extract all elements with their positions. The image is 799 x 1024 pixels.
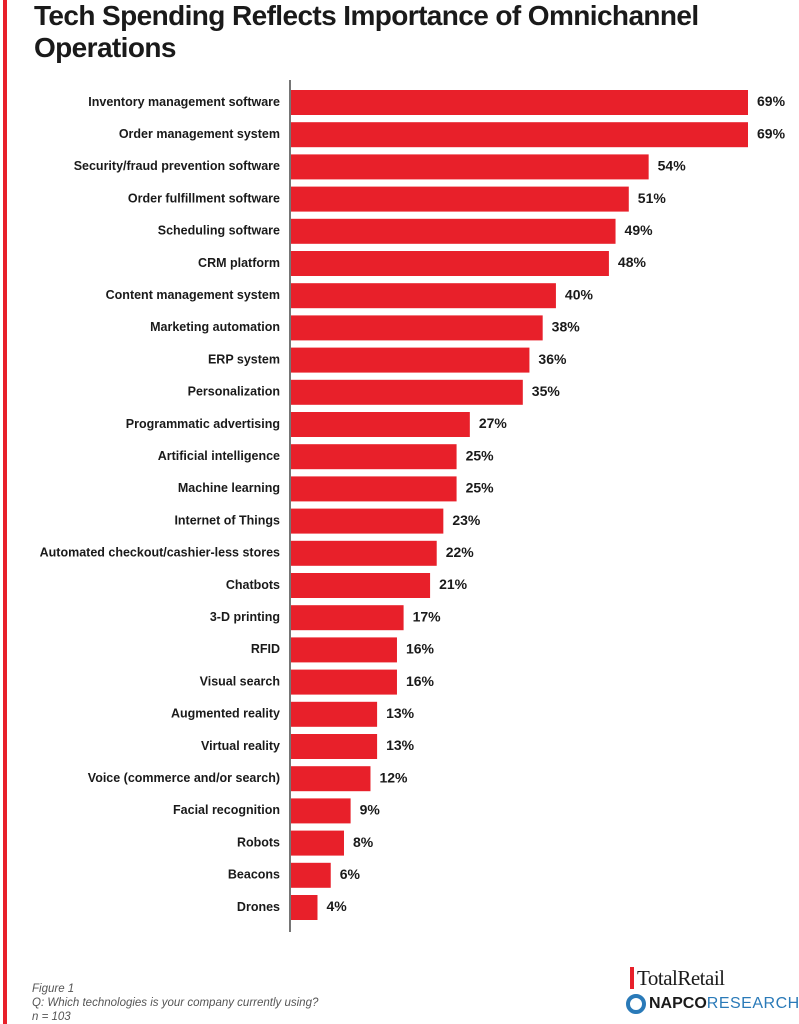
value-label: 6%: [340, 866, 361, 882]
category-label: Personalization: [188, 385, 280, 399]
bar: [291, 508, 444, 534]
napco-ring-icon: [626, 994, 646, 1014]
category-label: Content management system: [106, 288, 280, 302]
bar: [291, 154, 649, 180]
category-label: Drones: [237, 900, 280, 914]
value-label: 69%: [757, 125, 786, 141]
bar: [291, 412, 470, 437]
category-label: Inventory management software: [88, 95, 280, 109]
category-label: Automated checkout/cashier-less stores: [40, 546, 280, 560]
publisher-logo: TotalRetail NAPCO RESEARCH: [626, 966, 799, 1022]
value-label: 25%: [466, 480, 495, 496]
category-label: Internet of Things: [174, 513, 280, 527]
value-label: 69%: [757, 93, 786, 109]
category-label: Robots: [237, 835, 280, 849]
napco-research-logo: NAPCO RESEARCH: [626, 994, 799, 1014]
value-label: 49%: [625, 222, 654, 238]
value-label: 38%: [552, 319, 581, 335]
value-label: 22%: [446, 544, 475, 560]
bar: [291, 734, 378, 759]
category-label: Virtual reality: [201, 739, 280, 753]
bar: [291, 283, 556, 309]
category-label: Security/fraud prevention software: [74, 159, 280, 173]
bar: [291, 830, 344, 856]
left-accent-bar: [3, 0, 7, 1024]
value-label: 35%: [532, 383, 561, 399]
bar: [291, 251, 609, 276]
category-label: Order management system: [119, 127, 280, 141]
bar: [291, 379, 523, 405]
category-label: ERP system: [208, 352, 280, 366]
totalretail-mark-icon: [630, 967, 634, 989]
survey-question: Q: Which technologies is your company cu…: [32, 997, 319, 1009]
bar: [291, 573, 431, 598]
value-label: 12%: [379, 769, 408, 785]
value-label: 51%: [638, 190, 667, 206]
value-label: 13%: [386, 705, 415, 721]
category-label: Scheduling software: [158, 224, 280, 238]
bar: [291, 476, 457, 502]
value-label: 40%: [565, 286, 594, 302]
value-label: 4%: [326, 898, 347, 914]
bar: [291, 669, 397, 695]
category-label: Visual search: [200, 674, 280, 688]
category-label: Voice (commerce and/or search): [88, 771, 280, 785]
value-label: 23%: [452, 512, 481, 528]
bar-chart: Inventory management software 69% Order ma…: [40, 80, 786, 932]
totalretail-wordmark: TotalRetail: [637, 965, 725, 990]
value-label: 21%: [439, 576, 468, 592]
bar: [291, 862, 331, 888]
value-label: 17%: [413, 608, 442, 624]
bar: [291, 347, 530, 373]
bar: [291, 766, 371, 792]
chart-title: Tech Spending Reflects Importance of Omn…: [34, 0, 699, 63]
category-label: Marketing automation: [150, 320, 280, 334]
bar: [291, 122, 748, 148]
value-label: 8%: [353, 834, 374, 850]
value-label: 16%: [406, 673, 435, 689]
value-label: 36%: [538, 351, 567, 367]
bar: [291, 315, 543, 341]
bar: [291, 186, 629, 212]
value-label: 9%: [360, 802, 381, 818]
category-label: CRM platform: [198, 256, 280, 270]
chart-footer: Figure 1 Q: Which technologies is your c…: [32, 982, 318, 1024]
bar: [291, 605, 404, 631]
category-label: Augmented reality: [171, 707, 280, 721]
totalretail-logo: TotalRetail: [630, 966, 725, 990]
category-label: Facial recognition: [173, 803, 280, 817]
research-wordmark: RESEARCH: [706, 995, 799, 1012]
value-label: 16%: [406, 641, 435, 657]
category-label: RFID: [251, 642, 280, 656]
bar: [291, 90, 748, 115]
bar: [291, 895, 318, 920]
bar: [291, 444, 457, 470]
category-label: Programmatic advertising: [126, 417, 280, 431]
bar: [291, 637, 397, 663]
category-label: 3-D printing: [210, 610, 280, 624]
value-label: 13%: [386, 737, 415, 753]
value-label: 25%: [466, 447, 495, 463]
category-label: Chatbots: [226, 578, 280, 592]
bar: [291, 218, 616, 244]
value-label: 48%: [618, 254, 647, 270]
sample-size: n = 103: [32, 1011, 71, 1023]
category-label: Beacons: [228, 868, 280, 882]
bar: [291, 540, 437, 566]
value-label: 27%: [479, 415, 508, 431]
category-label: Order fulfillment software: [128, 191, 280, 205]
napco-wordmark: NAPCO: [649, 995, 707, 1012]
category-label: Artificial intelligence: [158, 449, 280, 463]
bar: [291, 701, 378, 727]
figure-number: Figure 1: [32, 983, 75, 995]
category-label: Machine learning: [178, 481, 280, 495]
bar: [291, 798, 351, 824]
value-label: 54%: [658, 158, 687, 174]
